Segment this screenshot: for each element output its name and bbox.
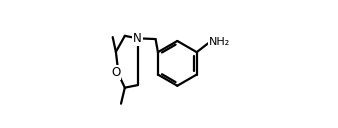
Text: O: O <box>111 66 121 79</box>
Text: N: N <box>133 32 142 45</box>
Text: NH₂: NH₂ <box>209 37 230 47</box>
